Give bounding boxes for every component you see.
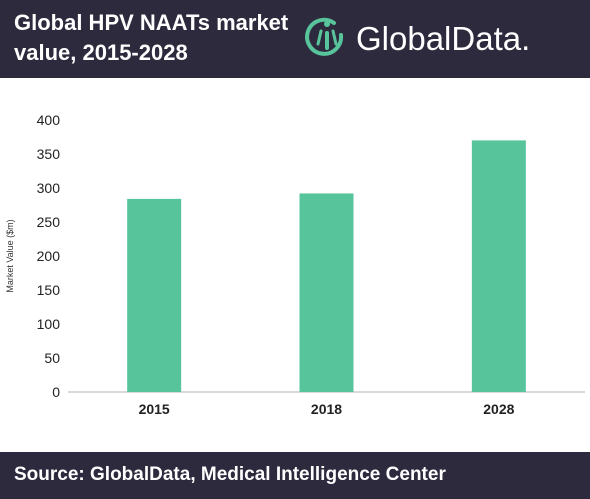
bar-2015 xyxy=(127,198,182,392)
chart-area: 0 50 100 150 200 250 300 350 400 Market Value ($m… xyxy=(0,78,590,450)
y-tick-label: 50 xyxy=(44,350,60,366)
bar-2018 xyxy=(299,193,354,392)
y-tick-label: 200 xyxy=(37,248,61,264)
globaldata-logo-icon xyxy=(305,17,344,56)
y-tick-label: 400 xyxy=(37,112,61,128)
x-tick-label: 2015 xyxy=(139,401,170,417)
bar-chart: 0 50 100 150 200 250 300 350 400 Market Value ($m… xyxy=(5,112,585,417)
y-axis-title: Market Value ($m) xyxy=(5,219,15,292)
bar-2028 xyxy=(471,140,526,392)
logo-wordmark: GlobalData. xyxy=(356,20,531,57)
y-tick-label: 350 xyxy=(37,146,61,162)
x-tick-label: 2028 xyxy=(483,401,514,417)
x-tick-label: 2018 xyxy=(311,401,342,417)
globaldata-logo: GlobalData. xyxy=(304,14,530,64)
chart-title: Global HPV NAATs market value, 2015-2028 xyxy=(14,10,289,65)
y-tick-label: 0 xyxy=(52,384,60,400)
y-tick-label: 300 xyxy=(37,180,61,196)
y-tick-label: 100 xyxy=(37,316,61,332)
y-tick-label: 150 xyxy=(37,282,61,298)
source-note: Source: GlobalData, Medical Intelligence… xyxy=(14,464,446,485)
header-band: Global HPV NAATs market value, 2015-2028… xyxy=(0,0,590,78)
y-tick-label: 250 xyxy=(37,214,61,230)
footer-band: Source: GlobalData, Medical Intelligence… xyxy=(0,452,590,499)
